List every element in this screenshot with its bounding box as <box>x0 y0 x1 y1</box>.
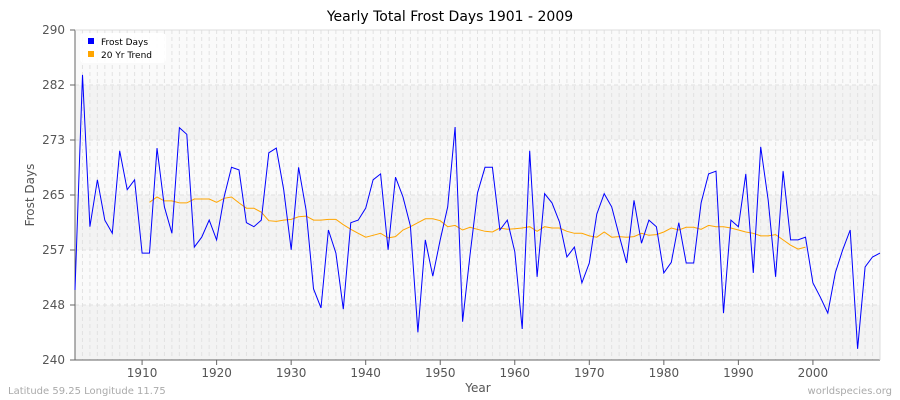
y-axis-label: Frost Days <box>23 164 37 227</box>
legend-swatch-trend <box>88 51 94 57</box>
x-axis-label: Year <box>464 381 490 395</box>
y-tick-label: 240 <box>42 353 65 367</box>
y-tick-label: 290 <box>42 23 65 37</box>
x-tick-label: 1960 <box>499 366 530 380</box>
footer-coordinates: Latitude 59.25 Longitude 11.75 <box>8 386 166 397</box>
legend-swatch-frost-days <box>88 38 94 44</box>
y-tick-label: 257 <box>42 243 65 257</box>
x-tick-label: 1930 <box>276 366 307 380</box>
frost-days-series-line <box>74 74 881 349</box>
y-tick-label: 282 <box>42 78 65 92</box>
y-tick-label: 273 <box>42 133 65 147</box>
trend-series-line <box>149 196 806 250</box>
x-tick-label: 1980 <box>649 366 680 380</box>
y-tick-label: 248 <box>42 298 65 312</box>
legend-box <box>80 33 166 63</box>
x-tick-label: 1910 <box>127 366 158 380</box>
x-tick-label: 1970 <box>574 366 605 380</box>
legend: Frost Days 20 Yr Trend <box>80 33 166 63</box>
y-tick-label: 265 <box>42 188 65 202</box>
chart-title: Yearly Total Frost Days 1901 - 2009 <box>326 9 573 25</box>
x-tick-label: 1950 <box>425 366 456 380</box>
legend-label-trend: 20 Yr Trend <box>101 51 152 61</box>
x-tick-label: 1940 <box>350 366 381 380</box>
x-tick-label: 1990 <box>723 366 754 380</box>
legend-label-frost-days: Frost Days <box>101 38 148 48</box>
x-tick-label: 2000 <box>798 366 829 380</box>
footer-source: worldspecies.org <box>808 386 892 397</box>
x-tick-label: 1920 <box>201 366 232 380</box>
